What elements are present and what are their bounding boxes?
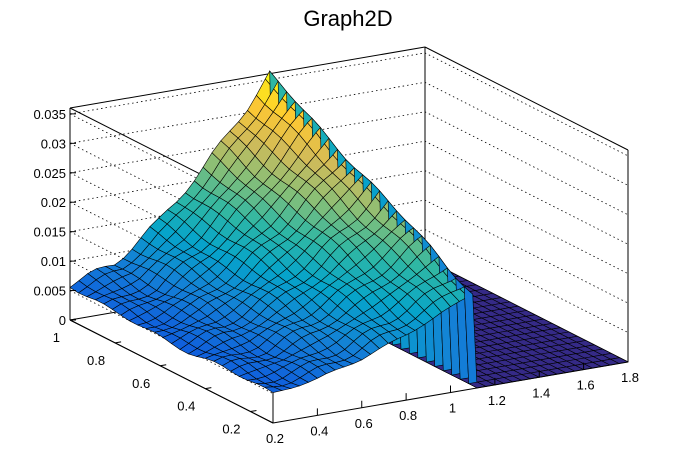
x-tick-label: 1.4 <box>532 385 550 400</box>
z-gridline <box>69 111 629 216</box>
z-tick-label: 0.02 <box>41 195 66 210</box>
x-tick-label: 0.8 <box>399 408 417 423</box>
right-top-edge <box>424 46 629 151</box>
axis-ticks: 0 0.005 0.01 0.015 0.02 0.025 0.03 0.035 0.2 0.4 0… <box>33 107 639 446</box>
y-tick-label: 0.4 <box>177 399 195 414</box>
y-tick-label: 0.8 <box>87 353 105 368</box>
x-tick-label: 1.6 <box>577 378 595 393</box>
z-tick-label: 0.01 <box>41 254 66 269</box>
x-tick-label: 1.8 <box>621 370 639 385</box>
z-gridline <box>69 199 629 304</box>
z-gridline <box>69 229 629 333</box>
x-tick-label: 0.2 <box>266 431 284 446</box>
z-tick-label: 0.035 <box>33 107 66 122</box>
x-tick-label: 0.6 <box>355 416 373 431</box>
z-gridline <box>69 170 629 275</box>
x-tick-label: 1 <box>449 401 456 416</box>
y-tick-label: 0.2 <box>222 422 240 437</box>
back-top-edge <box>69 46 426 109</box>
y-tick <box>115 341 122 344</box>
x-tick-label: 0.4 <box>310 423 328 438</box>
y-tick-label: 1 <box>53 330 60 345</box>
y-tick <box>250 410 257 413</box>
y-tick <box>160 364 167 367</box>
chart-title: Graph2D <box>303 6 392 31</box>
y-tick-label: 0.6 <box>132 376 150 391</box>
z-tick-label: 0.03 <box>41 136 66 151</box>
z-tick-label: 0 <box>59 313 66 328</box>
y-axis-line <box>69 319 274 424</box>
z-tick-label: 0.015 <box>33 225 66 240</box>
x-tick-label: 1.2 <box>488 393 506 408</box>
z-tick-label: 0.025 <box>33 166 66 181</box>
surface <box>69 70 629 393</box>
z-gridline <box>69 81 629 186</box>
z-tick-label: 0.005 <box>33 284 66 299</box>
y-tick <box>69 318 77 321</box>
y-tick <box>205 387 212 390</box>
z-gridline <box>69 52 629 157</box>
z-gridline <box>69 140 629 245</box>
